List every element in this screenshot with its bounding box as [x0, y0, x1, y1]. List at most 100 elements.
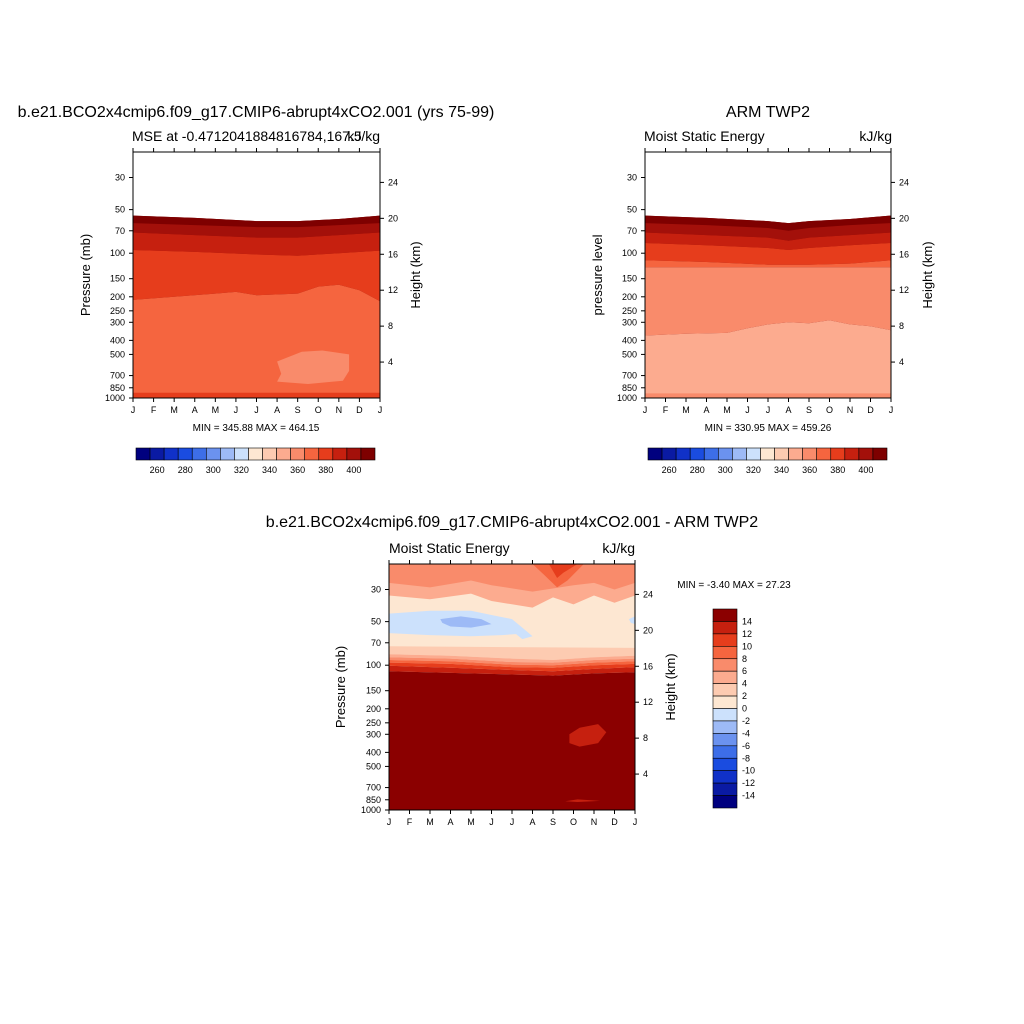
- colorbar-label: 4: [742, 679, 747, 689]
- colorbar-swatch: [205, 447, 221, 461]
- panel-obs-stats: MIN = 330.95 MAX = 459.26: [705, 423, 832, 434]
- colorbar-label: -14: [742, 791, 755, 801]
- colorbar-swatch: [712, 795, 738, 809]
- panel-diff-ylabel: Pressure (mb): [333, 646, 348, 728]
- y-tick-label: 300: [366, 729, 381, 739]
- height-tick-label: 4: [899, 357, 904, 367]
- colorbar-swatch: [774, 447, 789, 461]
- height-tick-label: 12: [899, 285, 909, 295]
- colorbar-swatch: [163, 447, 179, 461]
- panel-diff-colorbar: 14 12 10 8 6 4 2 0 -2 -4 -6 -8 -10 -12 -14: [712, 608, 755, 809]
- y-tick-label: 250: [110, 306, 125, 316]
- contour-band: [277, 350, 350, 384]
- y-tick-label: 150: [622, 274, 637, 284]
- x-tick-label: O: [826, 405, 833, 415]
- x-tick-label: S: [806, 405, 812, 415]
- x-tick-label: J: [745, 405, 750, 415]
- panel-diff-stats: MIN = -3.40 MAX = 27.23: [677, 580, 791, 591]
- y-tick-label: 400: [366, 747, 381, 757]
- x-tick-label: J: [643, 405, 648, 415]
- colorbar-swatch: [746, 447, 761, 461]
- panel-diff: b.e21.BCO2x4cmip6.f09_g17.CMIP6-abrupt4x…: [266, 514, 791, 827]
- colorbar-label: -10: [742, 766, 755, 776]
- colorbar-label: 280: [178, 465, 193, 475]
- height-tick-label: 24: [643, 589, 653, 599]
- panel-diff-left-subtitle: Moist Static Energy: [389, 540, 510, 556]
- x-tick-label: M: [426, 817, 434, 827]
- colorbar-swatch: [712, 646, 738, 660]
- contour-band: [389, 657, 635, 666]
- y-tick-label: 250: [622, 306, 637, 316]
- height-tick-label: 8: [899, 321, 904, 331]
- y-tick-label: 150: [366, 686, 381, 696]
- contour-band: [389, 671, 635, 810]
- y-tick-label: 1000: [105, 393, 125, 403]
- colorbar-swatch: [712, 670, 738, 684]
- colorbar-swatch: [262, 447, 277, 461]
- x-tick-label: M: [212, 405, 220, 415]
- y-tick-label: 30: [371, 584, 381, 594]
- x-tick-label: D: [356, 405, 363, 415]
- colorbar-swatch: [135, 447, 151, 461]
- y-tick-label: 700: [366, 783, 381, 793]
- colorbar-label: 360: [290, 465, 305, 475]
- x-tick-label: J: [889, 405, 894, 415]
- contour-band: [133, 232, 380, 256]
- panel-obs-ylabel-right: Height (km): [920, 241, 935, 308]
- y-tick-label: 50: [115, 205, 125, 215]
- colorbar-swatch: [712, 608, 738, 622]
- colorbar-swatch: [149, 447, 165, 461]
- colorbar-swatch: [712, 745, 738, 759]
- contour-band: [440, 616, 492, 628]
- colorbar-label: 0: [742, 704, 747, 714]
- y-tick-label: 850: [622, 383, 637, 393]
- x-tick-label: S: [550, 817, 556, 827]
- contour-band: [645, 267, 891, 336]
- x-tick-label: J: [489, 817, 494, 827]
- colorbar-label: 12: [742, 629, 752, 639]
- y-tick-label: 100: [366, 660, 381, 670]
- colorbar-swatch: [360, 447, 376, 461]
- colorbar-swatch: [346, 447, 362, 461]
- panel-model-ylabel-right: Height (km): [408, 241, 423, 308]
- colorbar-label: 300: [718, 465, 733, 475]
- height-tick-label: 20: [643, 625, 653, 635]
- panel-obs-colorbar: 260 280 300 320 340 360 380 400: [647, 447, 888, 475]
- colorbar-swatch: [802, 447, 818, 461]
- x-tick-label: D: [867, 405, 874, 415]
- y-tick-label: 700: [110, 371, 125, 381]
- contour-band: [133, 284, 380, 398]
- colorbar-swatch: [332, 447, 348, 461]
- colorbar-label: -8: [742, 753, 750, 763]
- colorbar-label: 2: [742, 691, 747, 701]
- colorbar-label: 8: [742, 654, 747, 664]
- x-tick-label: M: [170, 405, 178, 415]
- y-tick-label: 200: [622, 292, 637, 302]
- y-tick-label: 300: [622, 317, 637, 327]
- panel-obs-right-subtitle: kJ/kg: [859, 128, 892, 144]
- colorbar-swatch: [248, 447, 263, 461]
- height-tick-label: 8: [388, 321, 393, 331]
- colorbar-swatch: [712, 695, 738, 709]
- x-tick-label: S: [295, 405, 301, 415]
- contour-band: [645, 223, 891, 241]
- colorbar-label: 260: [662, 465, 677, 475]
- colorbar-swatch: [712, 621, 738, 635]
- colorbar-swatch: [788, 447, 803, 461]
- colorbar-swatch: [712, 658, 738, 672]
- y-tick-label: 100: [110, 248, 125, 258]
- colorbar-swatch: [234, 447, 249, 461]
- colorbar-swatch: [712, 733, 738, 747]
- x-tick-label: N: [336, 405, 343, 415]
- y-tick-label: 850: [366, 795, 381, 805]
- y-tick-label: 1000: [617, 393, 637, 403]
- x-tick-label: J: [766, 405, 771, 415]
- colorbar-swatch: [177, 447, 193, 461]
- y-tick-label: 500: [110, 349, 125, 359]
- x-tick-label: N: [847, 405, 854, 415]
- x-tick-label: O: [315, 405, 322, 415]
- x-tick-label: A: [703, 405, 709, 415]
